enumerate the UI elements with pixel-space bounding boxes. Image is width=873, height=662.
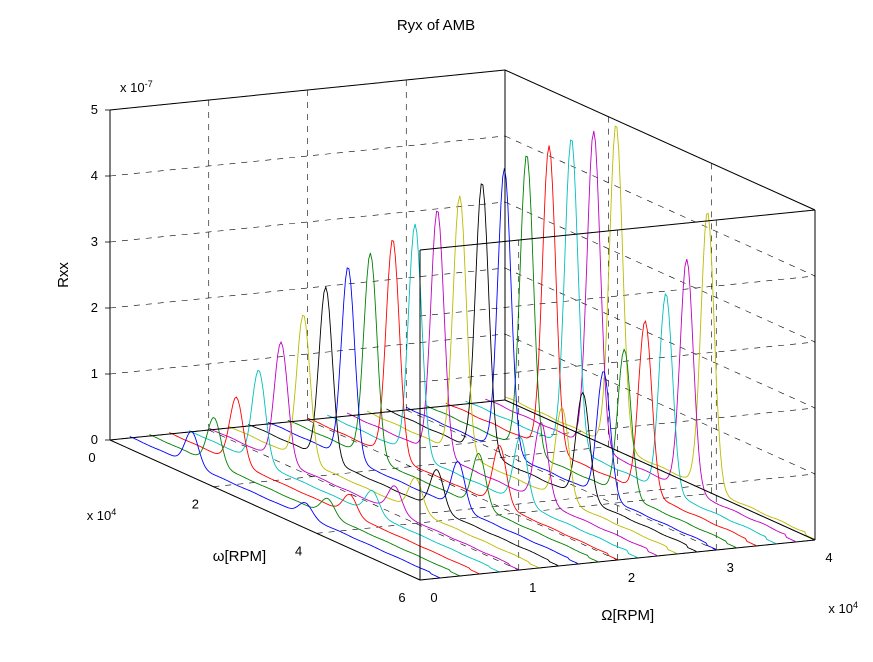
z-tick-label: 1 <box>91 366 98 381</box>
chart-title: Ryx of AMB <box>397 17 475 34</box>
series-line <box>189 370 499 571</box>
z-tick-label: 2 <box>91 300 98 315</box>
series-line <box>446 145 756 545</box>
series-line <box>367 196 677 554</box>
x-axis-label: ω[RPM] <box>213 548 266 565</box>
y-axis-label: Ω[RPM] <box>601 607 654 624</box>
z-tick-label: 0 <box>91 432 98 447</box>
z-unit-label: x 10-7 <box>120 79 153 95</box>
series-line <box>406 168 716 549</box>
series-line <box>347 211 657 555</box>
x-tick-label: 4 <box>295 543 302 558</box>
y-tick-label: 0 <box>430 590 437 605</box>
z-tick-label: 3 <box>91 234 98 249</box>
y-tick-label: 3 <box>727 560 734 575</box>
x-tick-label: 0 <box>88 450 95 465</box>
3d-waterfall-chart: 0 1 2 3 4 5 0 2 4 6 0 1 2 3 4 x 10-7 x 104 x 104 Rxx ω[RPM]… <box>0 0 873 662</box>
y-tick-label: 4 <box>825 550 832 565</box>
z-tick-label: 5 <box>91 102 98 117</box>
y-tick-label: 1 <box>529 580 536 595</box>
series-line <box>130 432 440 578</box>
y-unit-label: x 104 <box>828 600 858 616</box>
x-tick-label: 2 <box>192 497 199 512</box>
x-unit-label: x 104 <box>87 507 117 523</box>
z-axis-label: Rxx <box>55 262 72 288</box>
series-layer <box>130 126 815 578</box>
axes-layer <box>105 70 815 580</box>
labels-layer: 0 1 2 3 4 5 0 2 4 6 0 1 2 3 4 x 10-7 x 104 x 104 Rxx ω[RPM]… <box>55 17 858 624</box>
series-line <box>308 241 618 560</box>
grid-layer <box>110 70 815 580</box>
series-line <box>505 126 815 539</box>
z-tick-label: 4 <box>91 168 98 183</box>
y-tick-label: 2 <box>628 570 635 585</box>
x-tick-label: 6 <box>398 590 405 605</box>
series-line <box>288 253 598 562</box>
